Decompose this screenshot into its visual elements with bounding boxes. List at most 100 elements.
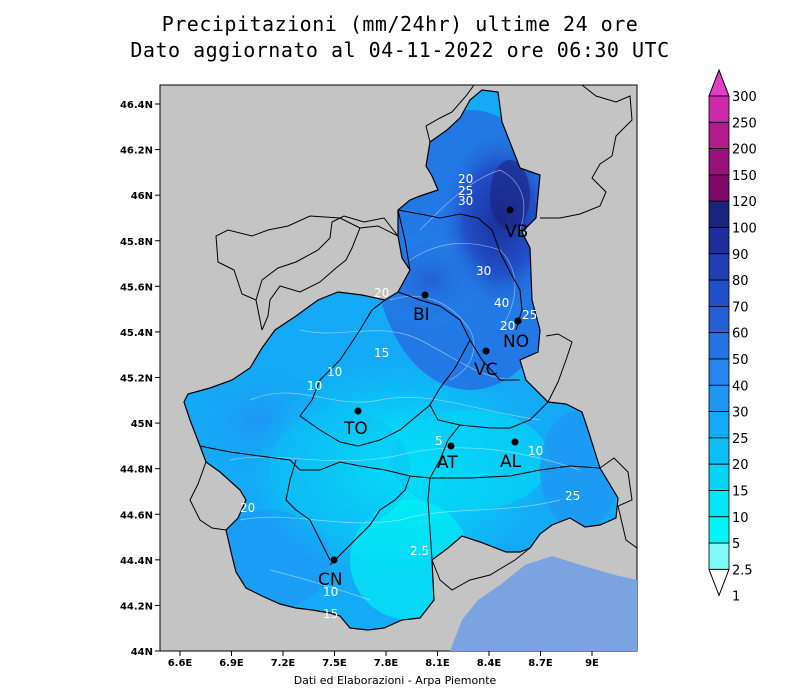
colorbar-label: 70 xyxy=(732,300,749,315)
contour-label: 15 xyxy=(374,346,389,360)
colorbar-swatch xyxy=(708,148,730,176)
city-label-to: TO xyxy=(343,419,368,439)
city-label-at: AT xyxy=(437,453,458,473)
contour-label: 10 xyxy=(327,365,342,379)
contour-label: 15 xyxy=(323,607,338,621)
contour-label: 20 xyxy=(458,172,473,186)
colorbar-swatch xyxy=(708,305,730,334)
lon-tick-label: 8.7E xyxy=(528,658,553,669)
lat-tick-label: 44.8N xyxy=(120,465,153,476)
colorbar-label: 90 xyxy=(732,248,749,263)
colorbar-swatch xyxy=(708,411,730,439)
colorbar-swatch xyxy=(708,200,730,228)
map-title-line1: Precipitazioni (mm/24hr) ultime 24 ore xyxy=(161,12,639,36)
colorbar-label: 50 xyxy=(732,353,749,368)
city-marker xyxy=(482,347,490,355)
colorbar-swatch xyxy=(708,121,730,150)
lon-tick-label: 6.9E xyxy=(219,658,244,669)
contour-lines xyxy=(229,169,581,601)
contour-label: 25 xyxy=(458,184,473,198)
colorbar-swatch xyxy=(708,463,730,491)
city-label-no: NO xyxy=(503,332,529,352)
city-label-cn: CN xyxy=(318,570,343,590)
contour-label: 5 xyxy=(435,434,443,448)
lon-tick-label: 6.6E xyxy=(168,658,193,669)
colorbar-label: 30 xyxy=(732,406,749,421)
colorbar-label: 15 xyxy=(732,485,749,500)
colorbar-swatch xyxy=(708,542,730,570)
colorbar-label: 20 xyxy=(732,458,749,473)
colorbar-label: 40 xyxy=(732,379,749,394)
contour-label: 20 xyxy=(374,286,389,300)
contour-label-group: 20 25 30 30 20 40 25 20 15 10 10 5 10 25… xyxy=(240,172,580,621)
colorbar-label: 10 xyxy=(732,511,749,526)
lat-tick-label: 46N xyxy=(131,191,153,202)
footer-credit: Dati ed Elaborazioni - Arpa Piemonte xyxy=(293,674,497,687)
lat-tick-label: 45.4N xyxy=(120,328,153,339)
contour-label: 10 xyxy=(307,379,322,393)
city-marker xyxy=(447,442,455,450)
lon-tick-label: 7.8E xyxy=(374,658,399,669)
colorbar-label: 60 xyxy=(732,327,749,342)
colorbar-label: 1 xyxy=(732,590,740,605)
contour-label: 10 xyxy=(528,444,543,458)
lon-tick-label: 9E xyxy=(585,658,599,669)
lat-tick-label: 44.2N xyxy=(120,601,153,612)
lat-tick-label: 45.6N xyxy=(120,282,153,293)
city-marker xyxy=(421,291,429,299)
colorbar-label: 150 xyxy=(732,169,757,184)
colorbar-label: 250 xyxy=(732,116,757,131)
colorbar-label: 100 xyxy=(732,222,757,237)
lon-tick-label: 7.5E xyxy=(322,658,347,669)
colorbar-swatch xyxy=(708,358,730,386)
lat-tick-label: 44.4N xyxy=(120,556,153,567)
lat-tick-label: 46.2N xyxy=(120,146,153,157)
colorbar-label: 80 xyxy=(732,274,749,289)
lat-tick-label: 45.8N xyxy=(120,237,153,248)
city-label-al: AL xyxy=(500,452,522,472)
longitude-axis: 6.6E 6.9E 7.2E 7.5E 7.8E 8.1E 8.4E 8.7E 9E xyxy=(168,651,599,669)
neighbor-borders xyxy=(189,84,638,591)
sea-area xyxy=(450,556,637,651)
region-outline xyxy=(183,89,619,631)
lon-tick-label: 8.4E xyxy=(477,658,502,669)
city-marker xyxy=(354,407,362,415)
colorbar-swatch xyxy=(708,490,730,518)
colorbar-swatch xyxy=(708,174,730,202)
lat-tick-label: 45N xyxy=(131,419,153,430)
city-group: VB BI NO VC TO AT AL CN xyxy=(318,206,529,590)
colorbar-label: 25 xyxy=(732,432,749,447)
city-label-vb: VB xyxy=(505,222,528,242)
colorbar-swatch xyxy=(708,253,730,281)
colorbar-swatch xyxy=(708,437,730,465)
city-marker xyxy=(514,317,522,325)
lat-tick-label: 46.4N xyxy=(120,100,153,111)
lat-tick-label: 44N xyxy=(131,647,153,658)
colorbar-swatch xyxy=(708,384,730,412)
lat-tick-label: 45.2N xyxy=(120,374,153,385)
map-title-line2: Dato aggiornato al 04-11-2022 ore 06:30 … xyxy=(130,38,670,62)
city-marker xyxy=(511,438,519,446)
colorbar-swatch xyxy=(708,516,730,544)
colorbar: 3002502001501201009080706050403025201510… xyxy=(708,68,757,605)
contour-label: 40 xyxy=(494,296,509,310)
latitude-axis: 46.4N 46.2N 46N 45.8N 45.6N 45.4N 45.2N 45N 44.8… xyxy=(120,100,160,658)
colorbar-label: 120 xyxy=(732,195,757,210)
contour-label: 2.5 xyxy=(410,544,429,558)
city-label-bi: BI xyxy=(413,305,430,325)
city-marker xyxy=(506,206,514,214)
colorbar-bottom-arrow xyxy=(708,568,730,597)
colorbar-label: 200 xyxy=(732,143,757,158)
province-borders xyxy=(199,209,601,566)
colorbar-label: 5 xyxy=(732,537,740,552)
colorbar-label: 2.5 xyxy=(732,563,753,578)
contour-label: 30 xyxy=(476,264,491,278)
contour-label: 30 xyxy=(458,194,473,208)
contour-label: 25 xyxy=(522,308,537,322)
contour-label: 10 xyxy=(323,585,338,599)
colorbar-swatch xyxy=(708,332,730,360)
colorbar-swatch xyxy=(708,95,730,123)
lon-tick-label: 8.1E xyxy=(425,658,450,669)
contour-label: 20 xyxy=(240,501,255,515)
